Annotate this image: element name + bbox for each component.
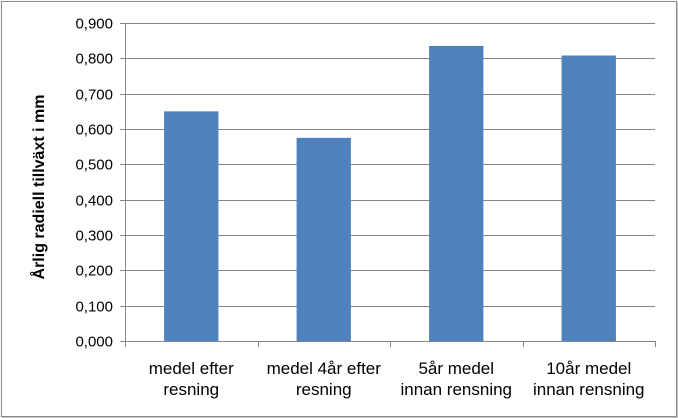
x-category-label-line: resning <box>296 380 352 399</box>
x-category-label: 5år medel innan rensning <box>400 359 512 399</box>
y-tick-labels: 0,000 0,100 0,200 0,300 0,400 0,500 0,600 0,700… <box>75 16 113 351</box>
x-category-label-line: medel efter <box>149 359 234 378</box>
y-tick-label: 0,000 <box>75 334 113 351</box>
x-category-label-line: innan rensning <box>400 380 512 399</box>
x-category-label: 10år medel innan rensning <box>533 359 645 399</box>
x-category-label-line: resning <box>163 380 219 399</box>
bar <box>561 55 616 342</box>
x-category-label-line: medel 4år efter <box>267 359 382 378</box>
y-tick-label: 0,500 <box>75 157 113 174</box>
y-tick-label: 0,100 <box>75 299 113 316</box>
x-category-label-line: 10år medel <box>546 359 631 378</box>
bars <box>164 45 616 342</box>
y-tick-label: 0,700 <box>75 87 113 104</box>
y-tick-label: 0,300 <box>75 228 113 245</box>
y-tick-label: 0,800 <box>75 51 113 68</box>
y-tick-label: 0,200 <box>75 263 113 280</box>
x-category-label: medel efter resning <box>149 359 234 399</box>
y-axis-label: Årlig radiell tillväxt i mm <box>29 95 48 280</box>
axes <box>120 23 656 347</box>
x-category-label: medel 4år efter resning <box>267 359 382 399</box>
x-category-label-line: innan rensning <box>533 380 645 399</box>
y-tick-label: 0,600 <box>75 122 113 139</box>
bar <box>429 45 484 341</box>
x-category-label-line: 5år medel <box>418 359 494 378</box>
y-tick-label: 0,900 <box>75 16 113 33</box>
x-category-labels: medel efter resning medel 4år efter resning… <box>149 359 645 399</box>
bar <box>164 111 219 341</box>
bar <box>296 137 351 341</box>
y-tick-label: 0,400 <box>75 193 113 210</box>
